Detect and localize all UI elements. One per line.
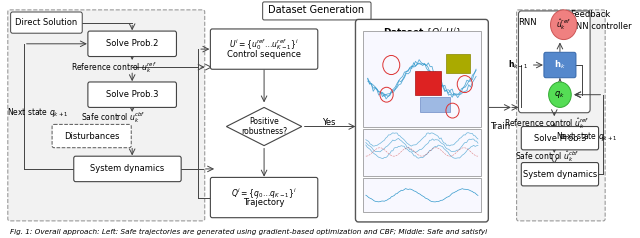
- Text: Solve Prob.2: Solve Prob.2: [106, 39, 158, 48]
- Text: $q_k$: $q_k$: [554, 89, 565, 100]
- Text: Trajectory: Trajectory: [243, 198, 285, 207]
- Text: Next state $q_{k+1}$: Next state $q_{k+1}$: [556, 129, 617, 143]
- FancyBboxPatch shape: [11, 12, 82, 33]
- FancyBboxPatch shape: [211, 29, 318, 69]
- Text: System dynamics: System dynamics: [90, 164, 164, 174]
- Text: $Q^i = \{q_0 \ldots q_{K-1}\}^i$: $Q^i = \{q_0 \ldots q_{K-1}\}^i$: [231, 186, 297, 200]
- Text: Solve Prob.3: Solve Prob.3: [106, 90, 159, 99]
- FancyBboxPatch shape: [518, 11, 590, 113]
- Text: System dynamics: System dynamics: [523, 170, 597, 179]
- Text: Reference control $u_k^{ref}$: Reference control $u_k^{ref}$: [70, 60, 156, 74]
- Text: Fig. 1: Overall approach: Left: Safe trajectories are generated using gradient-b: Fig. 1: Overall approach: Left: Safe tra…: [10, 229, 487, 235]
- Polygon shape: [227, 107, 302, 146]
- FancyBboxPatch shape: [262, 2, 371, 20]
- FancyBboxPatch shape: [522, 163, 598, 186]
- Circle shape: [548, 82, 572, 107]
- Text: Train: Train: [490, 122, 509, 131]
- Text: $U^i = \{u_0^{ref} \ldots u_{K-1}^{ref}\}^i$: $U^i = \{u_0^{ref} \ldots u_{K-1}^{ref}\…: [229, 37, 299, 52]
- FancyBboxPatch shape: [516, 10, 605, 221]
- Text: Positive: Positive: [249, 117, 279, 126]
- Text: robustness?: robustness?: [241, 127, 287, 136]
- FancyBboxPatch shape: [363, 31, 481, 127]
- Text: Safe control $\hat{u}_k^{cbf}$: Safe control $\hat{u}_k^{cbf}$: [515, 149, 579, 164]
- FancyBboxPatch shape: [522, 127, 598, 150]
- Text: RNN: RNN: [518, 18, 537, 27]
- FancyBboxPatch shape: [363, 178, 481, 212]
- Text: Feedback
RNN controller: Feedback RNN controller: [570, 10, 632, 30]
- Bar: [446, 55, 470, 74]
- Text: Dataset $\{Q^i, U^i\}$: Dataset $\{Q^i, U^i\}$: [383, 26, 461, 40]
- Bar: [420, 97, 450, 112]
- FancyBboxPatch shape: [211, 177, 318, 218]
- Text: Dataset Generation: Dataset Generation: [268, 5, 364, 15]
- Text: Reference control $\hat{u}_k^{ref}$: Reference control $\hat{u}_k^{ref}$: [504, 116, 589, 131]
- Text: Direct Solution: Direct Solution: [15, 18, 77, 27]
- Text: Next state $q_{k+1}$: Next state $q_{k+1}$: [7, 106, 68, 119]
- Text: $\mathbf{h}_{k-1}$: $\mathbf{h}_{k-1}$: [508, 59, 528, 71]
- Text: Solve Prob.3: Solve Prob.3: [534, 134, 586, 143]
- Text: $\mathbf{h}_k$: $\mathbf{h}_k$: [554, 59, 566, 71]
- FancyBboxPatch shape: [8, 10, 205, 221]
- FancyBboxPatch shape: [88, 82, 177, 107]
- Bar: [415, 71, 441, 95]
- Text: Safe control $u_k^{cbf}$: Safe control $u_k^{cbf}$: [81, 111, 145, 125]
- FancyBboxPatch shape: [88, 31, 177, 57]
- Text: Disturbances: Disturbances: [64, 132, 120, 141]
- Circle shape: [550, 10, 577, 40]
- FancyBboxPatch shape: [363, 129, 481, 176]
- Text: Yes: Yes: [321, 118, 335, 127]
- FancyBboxPatch shape: [544, 52, 576, 78]
- Text: $\hat{u}_k^{ref}$: $\hat{u}_k^{ref}$: [556, 17, 571, 32]
- Text: Control sequence: Control sequence: [227, 50, 301, 59]
- FancyBboxPatch shape: [52, 124, 131, 148]
- FancyBboxPatch shape: [355, 20, 488, 222]
- FancyBboxPatch shape: [74, 156, 181, 182]
